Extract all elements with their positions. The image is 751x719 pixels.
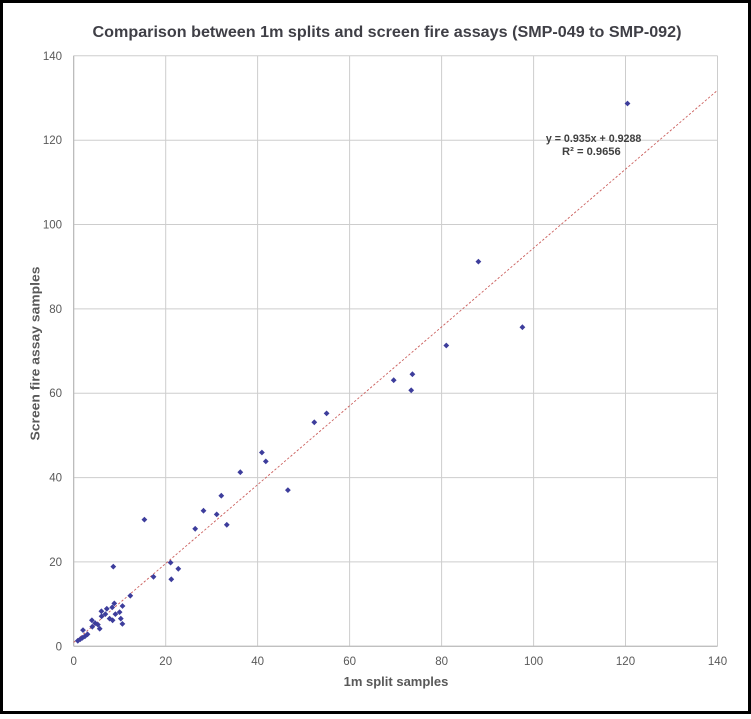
svg-text:20: 20 (159, 656, 172, 668)
svg-text:140: 140 (43, 51, 62, 63)
svg-text:Screen fire assay samples: Screen fire assay samples (27, 267, 42, 441)
svg-text:1m split samples: 1m split samples (344, 674, 449, 689)
svg-text:80: 80 (49, 304, 62, 316)
svg-text:60: 60 (49, 388, 62, 400)
svg-text:y = 0.935x + 0.9288: y = 0.935x + 0.9288 (546, 133, 642, 145)
svg-text:60: 60 (343, 656, 356, 668)
svg-text:0: 0 (70, 656, 76, 668)
svg-text:40: 40 (49, 473, 62, 485)
svg-text:Comparison between 1m splits a: Comparison between 1m splits and screen … (93, 24, 682, 41)
svg-text:20: 20 (49, 557, 62, 569)
svg-text:R² = 0.9656: R² = 0.9656 (562, 146, 621, 158)
svg-text:0: 0 (56, 641, 62, 653)
svg-text:80: 80 (435, 656, 448, 668)
svg-text:40: 40 (251, 656, 264, 668)
svg-text:120: 120 (616, 656, 635, 668)
svg-text:100: 100 (524, 656, 543, 668)
svg-text:100: 100 (43, 220, 62, 232)
svg-text:140: 140 (708, 656, 727, 668)
svg-text:120: 120 (43, 135, 62, 147)
